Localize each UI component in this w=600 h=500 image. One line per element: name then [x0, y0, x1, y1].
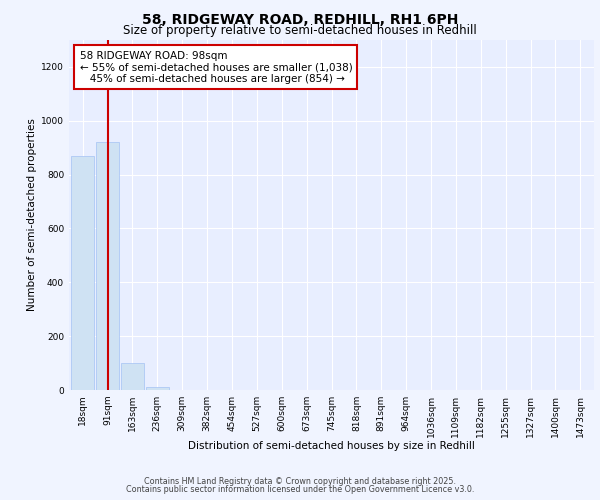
Text: 58, RIDGEWAY ROAD, REDHILL, RH1 6PH: 58, RIDGEWAY ROAD, REDHILL, RH1 6PH [142, 12, 458, 26]
Bar [121, 363, 143, 390]
Text: Contains HM Land Registry data © Crown copyright and database right 2025.: Contains HM Land Registry data © Crown c… [144, 477, 456, 486]
Bar [146, 388, 169, 390]
Y-axis label: Number of semi-detached properties: Number of semi-detached properties [27, 118, 37, 312]
Text: Size of property relative to semi-detached houses in Redhill: Size of property relative to semi-detach… [123, 24, 477, 37]
Bar [97, 142, 119, 390]
Text: 58 RIDGEWAY ROAD: 98sqm
← 55% of semi-detached houses are smaller (1,038)
   45%: 58 RIDGEWAY ROAD: 98sqm ← 55% of semi-de… [79, 50, 352, 84]
Text: Contains public sector information licensed under the Open Government Licence v3: Contains public sector information licen… [126, 485, 474, 494]
Bar [71, 156, 94, 390]
X-axis label: Distribution of semi-detached houses by size in Redhill: Distribution of semi-detached houses by … [188, 441, 475, 451]
